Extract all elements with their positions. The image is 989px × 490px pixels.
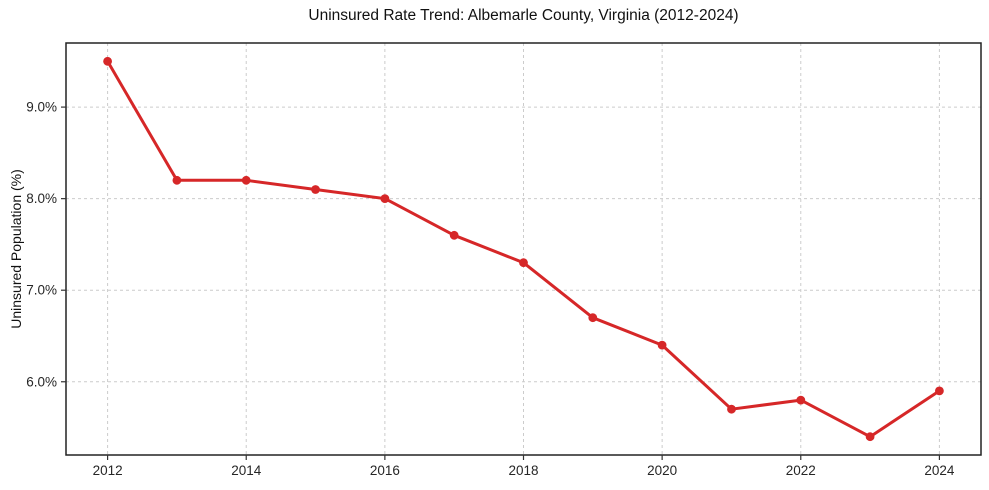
data-point — [588, 313, 598, 323]
y-tick-label: 8.0% — [26, 191, 57, 206]
x-tick-label: 2014 — [231, 463, 262, 478]
x-tick-label: 2022 — [786, 463, 816, 478]
y-tick-label: 7.0% — [26, 283, 57, 298]
data-point — [103, 56, 112, 66]
data-point — [241, 175, 251, 185]
x-tick-label: 2018 — [508, 463, 538, 478]
y-tick-label: 6.0% — [26, 374, 57, 389]
data-point — [935, 386, 944, 396]
data-point — [172, 175, 182, 185]
y-tick-label: 9.0% — [26, 100, 57, 115]
chart-title: Uninsured Rate Trend: Albemarle County, … — [308, 7, 739, 24]
data-point — [727, 404, 736, 414]
data-point — [865, 432, 875, 442]
data-point — [311, 185, 320, 194]
x-tick-label: 2012 — [93, 463, 123, 478]
x-tick-label: 2020 — [647, 463, 677, 478]
data-point — [657, 340, 667, 350]
data-point — [519, 258, 528, 268]
data-point — [449, 230, 459, 240]
data-point — [380, 194, 390, 204]
data-point — [796, 395, 806, 405]
x-tick-label: 2024 — [924, 463, 955, 478]
x-tick-label: 2016 — [370, 463, 400, 478]
